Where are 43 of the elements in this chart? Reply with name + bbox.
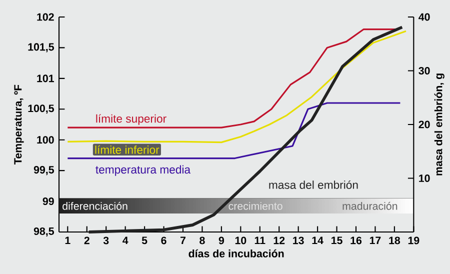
x-tick-label: 4 xyxy=(122,236,128,244)
x-tick-label: 13 xyxy=(293,236,304,244)
series-label: límite inferior xyxy=(95,145,160,154)
series-label: temperatura media xyxy=(96,165,191,176)
x-tick-label: 8 xyxy=(200,236,205,244)
x-tick-label: 10 xyxy=(235,236,246,244)
x-tick-label: 9 xyxy=(218,236,224,244)
x-tick-label: 17 xyxy=(370,236,381,244)
x-axis-title: días de incubación xyxy=(188,249,284,258)
y-tick-label: 101,5 xyxy=(28,43,54,52)
x-tick-label: 6 xyxy=(161,236,166,244)
annotation: diferenciación xyxy=(62,202,128,210)
y2-tick-label: 10 xyxy=(419,174,430,182)
x-tick-label: 18 xyxy=(389,236,400,244)
line-series xyxy=(66,30,407,144)
y-tick-label: 99 xyxy=(42,198,54,206)
y2-tick-label: 40 xyxy=(418,13,430,21)
x-tick-label: 2 xyxy=(84,236,90,244)
y-tick-label: 102 xyxy=(37,13,54,21)
y-tick-label: 99,5 xyxy=(34,166,54,176)
x-tick-label: 1 xyxy=(65,236,70,244)
x-tick-label: 19 xyxy=(408,236,420,244)
y-tick-label: 100 xyxy=(37,136,54,144)
y-tick-label: 98,5 xyxy=(34,227,54,237)
series-label: masa del embrión xyxy=(269,180,358,189)
x-tick-label: 16 xyxy=(350,236,362,244)
x-tick-label: 3 xyxy=(103,236,109,244)
x-tick-label: 14 xyxy=(312,236,324,244)
x-tick-label: 7 xyxy=(180,236,186,244)
x-tick-label: 11 xyxy=(254,236,266,244)
annotation: maduración xyxy=(342,202,398,210)
y-axis-title: Temperatura, ºF xyxy=(14,84,24,164)
y2-tick-label: 30 xyxy=(418,66,430,75)
y-tick-label: 101 xyxy=(37,74,54,82)
y2-axis-title: masa del embrión, g xyxy=(434,74,444,176)
line-series xyxy=(66,102,402,160)
series-label: límite superior xyxy=(96,114,166,125)
x-tick-label: 12 xyxy=(274,236,285,244)
y2-tick-label: 20 xyxy=(418,120,430,128)
annotation: crecimiento xyxy=(228,202,282,210)
x-tick-label: 5 xyxy=(142,236,148,244)
y-tick-label: 100,5 xyxy=(28,104,54,114)
x-tick-label: 15 xyxy=(332,236,342,244)
